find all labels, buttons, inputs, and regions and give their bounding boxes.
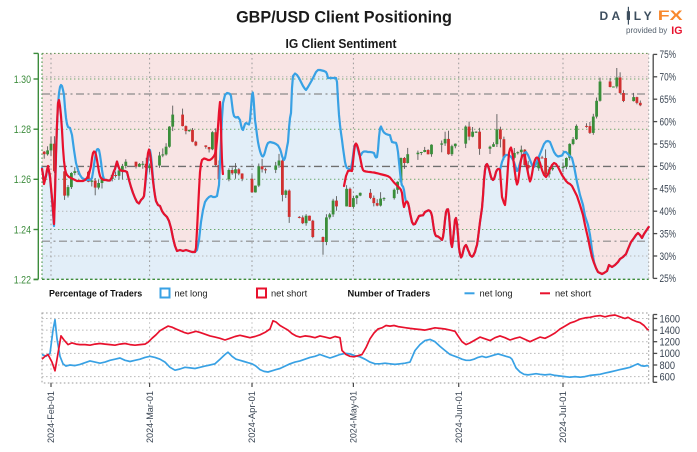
- svg-text:IG Client Sentiment: IG Client Sentiment: [286, 36, 398, 51]
- svg-text:40%: 40%: [660, 206, 677, 218]
- svg-text:35%: 35%: [660, 228, 677, 240]
- svg-text:2024-Mar-01: 2024-Mar-01: [145, 391, 155, 443]
- svg-text:2024-Jun-01: 2024-Jun-01: [454, 391, 464, 443]
- svg-text:2024-Apr-01: 2024-Apr-01: [247, 391, 257, 443]
- svg-text:1.30: 1.30: [14, 74, 31, 86]
- svg-text:2024-May-01: 2024-May-01: [349, 391, 359, 443]
- svg-text:45%: 45%: [660, 184, 677, 196]
- svg-text:GBP/USD Client Positioning: GBP/USD Client Positioning: [236, 9, 452, 27]
- svg-text:net short: net short: [555, 289, 592, 299]
- svg-text:65%: 65%: [660, 94, 677, 106]
- svg-text:1.22: 1.22: [14, 274, 31, 286]
- svg-text:net long: net long: [480, 289, 513, 299]
- svg-text:30%: 30%: [660, 251, 677, 263]
- svg-text:1000: 1000: [660, 348, 681, 360]
- svg-text:2024-Feb-01: 2024-Feb-01: [46, 391, 56, 443]
- svg-text:net long: net long: [175, 289, 208, 299]
- svg-text:75%: 75%: [660, 49, 677, 61]
- svg-text:1200: 1200: [660, 337, 681, 349]
- svg-text:1.24: 1.24: [14, 224, 31, 236]
- svg-text:800: 800: [660, 360, 676, 372]
- svg-text:50%: 50%: [660, 161, 677, 173]
- svg-text:IG: IG: [671, 25, 682, 37]
- svg-text:1400: 1400: [660, 325, 681, 337]
- svg-text:2024-Jul-01: 2024-Jul-01: [558, 391, 568, 443]
- svg-text:Number of Traders: Number of Traders: [348, 289, 431, 299]
- svg-text:FX: FX: [658, 8, 683, 23]
- svg-text:1600: 1600: [660, 313, 681, 325]
- svg-text:1.26: 1.26: [14, 174, 31, 186]
- svg-text:70%: 70%: [660, 72, 677, 84]
- svg-text:55%: 55%: [660, 139, 677, 151]
- svg-text:Y: Y: [644, 9, 652, 23]
- svg-text:net short: net short: [271, 289, 308, 299]
- svg-text:600: 600: [660, 371, 676, 383]
- svg-text:A: A: [612, 9, 621, 23]
- svg-text:D: D: [600, 9, 609, 23]
- svg-text:L: L: [634, 9, 641, 23]
- svg-text:60%: 60%: [660, 116, 677, 128]
- svg-text:provided by: provided by: [626, 26, 667, 35]
- svg-text:25%: 25%: [660, 273, 677, 285]
- svg-text:1.28: 1.28: [14, 124, 31, 136]
- svg-text:Percentage of Traders: Percentage of Traders: [49, 289, 142, 299]
